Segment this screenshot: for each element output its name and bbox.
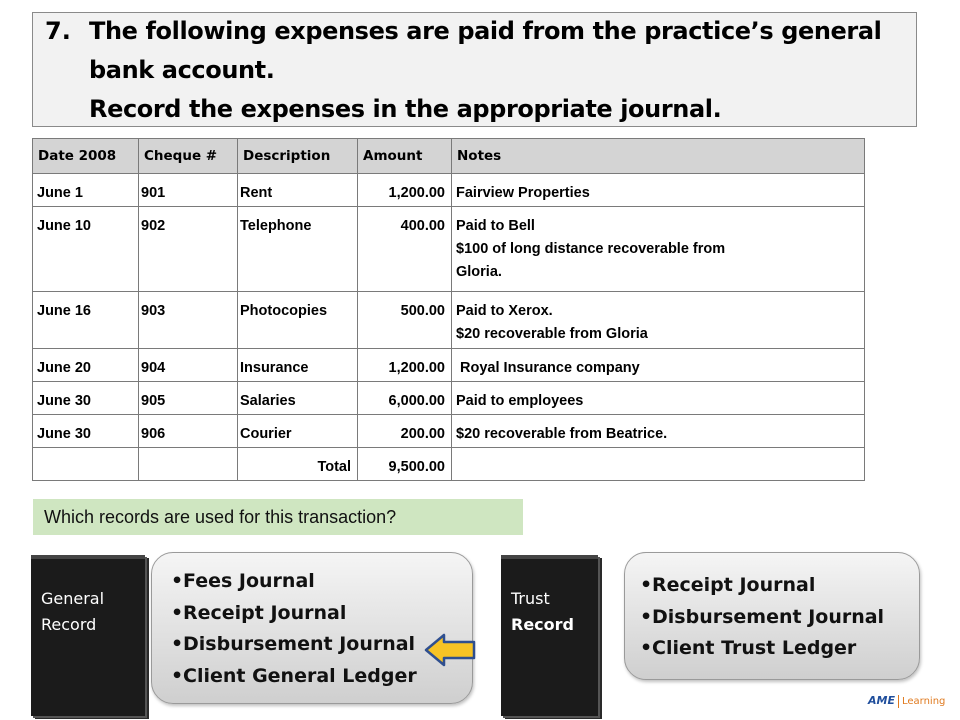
trust-record-line-1: Trust bbox=[511, 589, 550, 608]
table-header-row: Date 2008 Cheque # Description Amount No… bbox=[32, 138, 865, 174]
list-item: •Disbursement Journal bbox=[171, 633, 416, 655]
note-line: $100 of long distance recoverable from bbox=[456, 241, 726, 257]
logo-ame: AME bbox=[868, 694, 895, 707]
header-description: Description bbox=[237, 138, 358, 174]
header-amount: Amount bbox=[357, 138, 452, 174]
title-line-3: Record the expenses in the appropriate j… bbox=[89, 95, 722, 123]
cell-empty bbox=[138, 447, 238, 481]
cell-date: June 20 bbox=[32, 348, 139, 382]
left-arrow-icon bbox=[424, 633, 476, 667]
table-row: June 16 903 Photocopies 500.00 Paid to X… bbox=[32, 291, 865, 349]
list-item: •Fees Journal bbox=[171, 570, 315, 592]
trust-item-label: Client Trust Ledger bbox=[652, 637, 857, 659]
cell-notes: Paid to employees bbox=[451, 381, 865, 415]
cell-description: Rent bbox=[237, 173, 358, 207]
trust-record-book: Trust Record bbox=[501, 555, 598, 716]
general-record-book: General Record bbox=[31, 555, 145, 716]
cell-date: June 1 bbox=[32, 173, 139, 207]
list-item: •Client General Ledger bbox=[171, 664, 417, 687]
note-line: Paid to employees bbox=[456, 393, 584, 409]
cell-amount: 200.00 bbox=[357, 414, 452, 448]
trust-item-label: Disbursement Journal bbox=[652, 605, 885, 628]
cell-notes: Fairview Properties bbox=[451, 173, 865, 207]
general-records-list: •Fees Journal •Receipt Journal •Disburse… bbox=[151, 552, 473, 704]
note-line: Gloria. bbox=[456, 264, 502, 280]
cell-amount: 500.00 bbox=[357, 291, 452, 349]
trust-records-list: •Receipt Journal •Disbursement Journal •… bbox=[624, 552, 920, 680]
general-item-label: Fees Journal bbox=[183, 570, 315, 592]
cell-amount: 400.00 bbox=[357, 206, 452, 292]
note-line: Royal Insurance company bbox=[456, 360, 640, 376]
header-cheque: Cheque # bbox=[138, 138, 238, 174]
cell-cheque: 904 bbox=[138, 348, 238, 382]
list-item: •Receipt Journal bbox=[171, 601, 347, 624]
header-date: Date 2008 bbox=[32, 138, 139, 174]
general-item-label: Client General Ledger bbox=[183, 664, 417, 687]
cell-amount: 6,000.00 bbox=[357, 381, 452, 415]
note-line: $20 recoverable from Gloria bbox=[456, 326, 648, 342]
list-item: •Disbursement Journal bbox=[640, 605, 885, 628]
note-line: $20 recoverable from Beatrice. bbox=[456, 426, 668, 442]
general-item-label: Receipt Journal bbox=[183, 601, 347, 624]
header-notes: Notes bbox=[451, 138, 865, 174]
table-row: June 1 901 Rent 1,200.00 Fairview Proper… bbox=[32, 173, 865, 207]
cell-notes: Royal Insurance company bbox=[451, 348, 865, 382]
total-label: Total bbox=[237, 447, 358, 481]
cell-cheque: 901 bbox=[138, 173, 238, 207]
cell-amount: 1,200.00 bbox=[357, 173, 452, 207]
cell-description: Courier bbox=[237, 414, 358, 448]
general-record-line-1: General bbox=[41, 589, 105, 608]
expenses-table: Date 2008 Cheque # Description Amount No… bbox=[32, 138, 865, 481]
logo-learning: Learning bbox=[901, 696, 946, 707]
list-item: •Client Trust Ledger bbox=[640, 637, 857, 659]
cell-cheque: 906 bbox=[138, 414, 238, 448]
cell-notes: Paid to Bell $100 of long distance recov… bbox=[451, 206, 865, 292]
cell-description: Photocopies bbox=[237, 291, 358, 349]
cell-date: June 16 bbox=[32, 291, 139, 349]
trust-record-line-2: Record bbox=[511, 615, 574, 634]
cell-cheque: 905 bbox=[138, 381, 238, 415]
trust-item-label: Receipt Journal bbox=[652, 574, 816, 596]
cell-date: June 30 bbox=[32, 381, 139, 415]
cell-notes: Paid to Xerox. $20 recoverable from Glor… bbox=[451, 291, 865, 349]
note-line: Paid to Bell bbox=[456, 218, 535, 234]
list-item: •Receipt Journal bbox=[640, 574, 816, 596]
note-line: Fairview Properties bbox=[456, 185, 590, 201]
question-banner: Which records are used for this transact… bbox=[33, 499, 523, 535]
cell-date: June 30 bbox=[32, 414, 139, 448]
cell-notes: $20 recoverable from Beatrice. bbox=[451, 414, 865, 448]
table-row: June 20 904 Insurance 1,200.00 Royal Ins… bbox=[32, 348, 865, 382]
title-line-1: The following expenses are paid from the… bbox=[89, 17, 882, 45]
question-number: 7. bbox=[45, 17, 71, 45]
cell-empty bbox=[451, 447, 865, 481]
general-item-label: Disbursement Journal bbox=[183, 633, 416, 655]
cell-empty bbox=[32, 447, 139, 481]
title-box: 7. The following expenses are paid from … bbox=[32, 12, 917, 127]
title-line-2: bank account. bbox=[89, 56, 275, 84]
cell-description: Insurance bbox=[237, 348, 358, 382]
cell-amount: 1,200.00 bbox=[357, 348, 452, 382]
table-row: June 10 902 Telephone 400.00 Paid to Bel… bbox=[32, 206, 865, 292]
cell-cheque: 903 bbox=[138, 291, 238, 349]
total-amount: 9,500.00 bbox=[357, 447, 452, 481]
general-record-line-2: Record bbox=[41, 615, 97, 634]
cell-description: Telephone bbox=[237, 206, 358, 292]
table-row: June 30 905 Salaries 6,000.00 Paid to em… bbox=[32, 381, 865, 415]
cell-description: Salaries bbox=[237, 381, 358, 415]
note-line: Paid to Xerox. bbox=[456, 303, 553, 319]
cell-date: June 10 bbox=[32, 206, 139, 292]
table-row: June 30 906 Courier 200.00 $20 recoverab… bbox=[32, 414, 865, 448]
cell-cheque: 902 bbox=[138, 206, 238, 292]
ame-learning-logo: AME Learning bbox=[868, 694, 945, 708]
table-total-row: Total 9,500.00 bbox=[32, 447, 865, 481]
logo-divider bbox=[897, 694, 899, 708]
